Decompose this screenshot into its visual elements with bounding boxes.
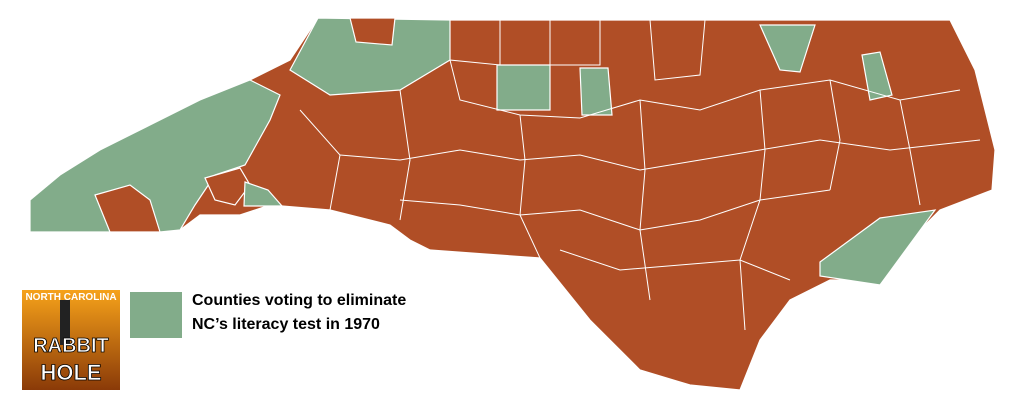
clay-county [94,184,161,233]
logo-line1: RABBIT [33,335,109,357]
county [349,17,396,46]
green-county [496,64,551,111]
legend-label: NC’s literacy test in 1970 [192,316,380,333]
logo-line2: HOLE [40,360,101,385]
county [204,167,251,206]
green-west [29,79,281,233]
green-coast [819,209,937,286]
logo [22,290,120,390]
logo-top: NORTH CAROLINA [25,292,116,303]
green-county [759,24,816,73]
green-county [243,181,284,207]
legend-swatch [130,292,182,338]
legend-label: Counties voting to eliminate [192,292,406,309]
green-county [579,67,613,116]
green-county [861,51,893,101]
county-lines [299,19,981,331]
logo-lighthouse [60,300,70,345]
